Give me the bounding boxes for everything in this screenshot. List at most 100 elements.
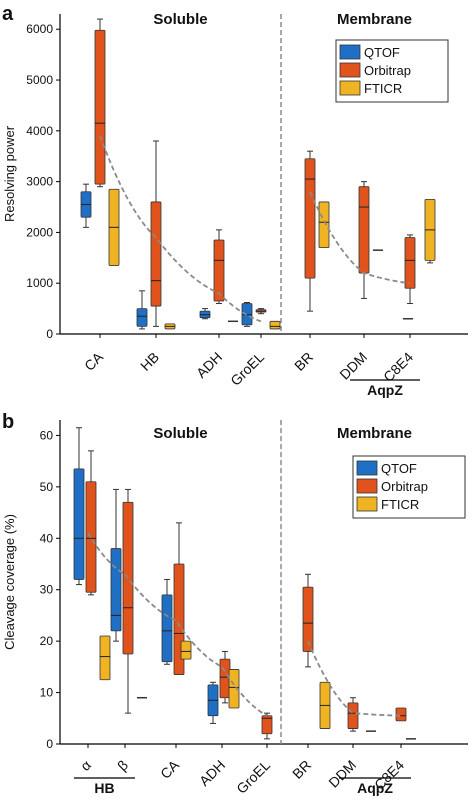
panel-a-legend-label-qtof: QTOF bbox=[364, 45, 400, 60]
panel-a-trend-soluble bbox=[99, 135, 262, 323]
panel-b-legend-swatch-orbitrap bbox=[356, 478, 378, 494]
panel-a-box-orbitrap-adh-box bbox=[213, 239, 225, 302]
panel-a-box-orbitrap-ddm-box bbox=[358, 186, 370, 274]
panel-b-y-tick-label: 20 bbox=[40, 634, 54, 648]
panel-b-x-tick-label: β bbox=[114, 757, 131, 774]
panel-b-y-axis-title: Cleavage coverage (%) bbox=[2, 514, 17, 650]
panel-b-box-fticr-adh-box bbox=[228, 669, 240, 709]
panel-a-box-orbitrap-ca bbox=[94, 18, 106, 188]
panel-a-box-orbitrap-hb-box bbox=[150, 201, 162, 307]
panel-b-box-fticr-ca bbox=[180, 640, 192, 660]
panel-a-x-tick-label: CA bbox=[81, 348, 107, 374]
panel-a-box-qtof-groel bbox=[241, 302, 253, 327]
panel-b-box-qtof-ca bbox=[161, 578, 173, 665]
panel-b-region-membrane: Membrane bbox=[337, 425, 412, 442]
panel-b-x-tick-label: GroEL bbox=[233, 757, 273, 797]
panel-b-x-tick-label: CA bbox=[157, 756, 183, 782]
panel-b-box-qtof-α bbox=[73, 427, 85, 586]
panel-b-legend-swatch-fticr bbox=[356, 496, 378, 512]
panel-b-box-orbitrap-br-box bbox=[302, 586, 314, 652]
panel-b-letter: b bbox=[2, 411, 14, 433]
panel-b-trend-membrane bbox=[307, 640, 402, 717]
panel-a-y-tick-label: 5000 bbox=[26, 73, 53, 87]
panel-a-y-tick-label: 1000 bbox=[26, 276, 53, 290]
panel-b-box-orbitrap-α bbox=[85, 450, 97, 596]
panel-a-region-membrane: Membrane bbox=[337, 11, 412, 28]
panel-b-box-qtof-β-box bbox=[110, 548, 122, 632]
panel-b-bracket-label: HB bbox=[94, 780, 114, 796]
panel-a-x-tick-label: DDM bbox=[336, 349, 370, 383]
panel-a-box-fticr-br bbox=[318, 201, 330, 249]
panel-b-box-orbitrap-c8e4 bbox=[395, 707, 407, 722]
panel-a-box-orbitrap-br-box bbox=[304, 158, 316, 279]
panel-b-y-tick-label: 10 bbox=[40, 686, 54, 700]
panel-b-box-orbitrap-β bbox=[122, 488, 134, 714]
panel-b-y-tick-label: 50 bbox=[40, 480, 54, 494]
panel-b-box-qtof-ca-box bbox=[161, 594, 173, 663]
panel-a-box-fticr-ca bbox=[108, 188, 120, 266]
panel-b-box-orbitrap-c8e4-box bbox=[395, 707, 407, 722]
panel-a-box-orbitrap-hb bbox=[150, 140, 162, 327]
panel-b-box-fticr-adh bbox=[228, 669, 240, 709]
panel-b-x-tick-label: DDM bbox=[325, 757, 359, 791]
panel-a-y-tick-label: 6000 bbox=[26, 22, 53, 36]
panel-a-legend-label-fticr: FTICR bbox=[364, 81, 402, 96]
panel-a-legend-swatch-orbitrap bbox=[339, 62, 361, 78]
panel-a-x-tick-label: ADH bbox=[193, 349, 225, 381]
panel-b-y-tick-label: 0 bbox=[46, 737, 53, 751]
panel-a-box-orbitrap-ddm bbox=[358, 181, 370, 299]
panel-b-y-tick-label: 30 bbox=[40, 583, 54, 597]
panel-b-box-qtof-α-box bbox=[73, 468, 85, 580]
panel-a-bracket-label: AqpZ bbox=[367, 382, 403, 398]
panel-b-x-tick-label: α bbox=[77, 757, 94, 774]
panel-b-x-tick-label: ADH bbox=[196, 757, 228, 789]
panel-a-y-tick-label: 0 bbox=[46, 327, 53, 341]
panel-b-region-soluble: Soluble bbox=[153, 425, 207, 442]
panel-b-x-tick-label: BR bbox=[289, 757, 314, 782]
panel-b-bracket-label: AqpZ bbox=[357, 780, 393, 796]
panel-a-letter: a bbox=[2, 3, 14, 25]
panel-a-box-fticr-groel bbox=[269, 320, 281, 330]
panel-a-x-tick-label: BR bbox=[291, 349, 316, 374]
panel-b-box-qtof-β bbox=[110, 488, 122, 642]
panel-a-legend-label-orbitrap: Orbitrap bbox=[364, 63, 411, 78]
panel-a-box-fticr-groel-box bbox=[269, 320, 281, 330]
panel-b-box-orbitrap-ddm bbox=[347, 697, 359, 732]
panel-b-box-fticr-α-box bbox=[99, 635, 111, 681]
panel-b-legend-swatch-qtof bbox=[356, 460, 378, 476]
panel-b-trend-soluble bbox=[87, 532, 268, 717]
panel-a-box-orbitrap-ca-box bbox=[94, 29, 106, 185]
panel-a-box-qtof-hb-box bbox=[136, 308, 148, 327]
panel-a-box-fticr-hb bbox=[164, 323, 176, 330]
panel-a-box-orbitrap-groel bbox=[255, 308, 267, 315]
panel-a-box-fticr-c8e4 bbox=[424, 198, 436, 264]
panel-a-box-fticr-br-box bbox=[318, 201, 330, 249]
panel-b-box-orbitrap-groel bbox=[261, 712, 273, 740]
panel-a-box-qtof-adh bbox=[199, 308, 211, 320]
panel-b-box-fticr-α bbox=[99, 635, 111, 681]
panel-a-x-tick-label: HB bbox=[137, 349, 162, 374]
panel-a-x-tick-label: GroEL bbox=[227, 349, 267, 389]
panel-a-box-orbitrap-c8e4-box bbox=[404, 237, 416, 289]
panel-a-legend-swatch-fticr bbox=[339, 80, 361, 96]
panel-a-y-tick-label: 3000 bbox=[26, 175, 53, 189]
panel-a-box-qtof-hb bbox=[136, 290, 148, 330]
panel-b-legend-label-fticr: FTICR bbox=[381, 497, 419, 512]
panel-a-y-tick-label: 4000 bbox=[26, 124, 53, 138]
panel-a-y-tick-label: 2000 bbox=[26, 225, 53, 239]
panel-b-y-tick-label: 60 bbox=[40, 428, 54, 442]
panel-b-box-qtof-adh bbox=[207, 681, 219, 724]
panel-a-box-orbitrap-c8e4 bbox=[404, 234, 416, 305]
panel-a-box-qtof-ca bbox=[80, 183, 92, 228]
panel-a-y-axis-title: Resolving power bbox=[2, 125, 17, 222]
panel-b-box-fticr-ca-box bbox=[180, 640, 192, 660]
panel-b-box-orbitrap-ddm-box bbox=[347, 702, 359, 729]
panel-a-trend-membrane bbox=[309, 191, 411, 285]
panel-a-legend-swatch-qtof bbox=[339, 44, 361, 60]
panel-a-box-orbitrap-adh bbox=[213, 229, 225, 305]
panel-b-legend-label-qtof: QTOF bbox=[381, 461, 417, 476]
panel-a-box-orbitrap-br bbox=[304, 150, 316, 312]
panel-b-box-fticr-br bbox=[319, 681, 331, 729]
panel-a-region-soluble: Soluble bbox=[153, 11, 207, 28]
